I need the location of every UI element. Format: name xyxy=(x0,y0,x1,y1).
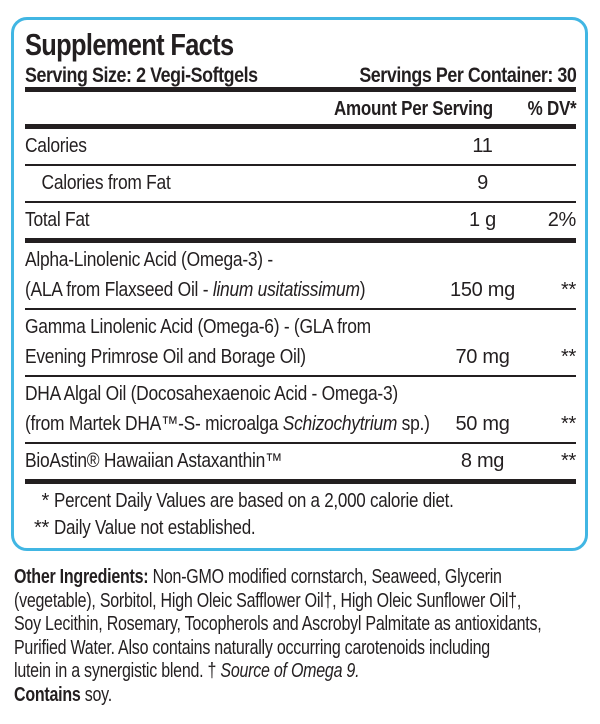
other-ingredients-line: (vegetable), Sorbitol, High Oleic Safflo… xyxy=(14,590,541,614)
footnote-marker: ** xyxy=(34,517,49,539)
nutrient-row: Total Fat 1 g 2% xyxy=(25,203,576,243)
percent-dv-header: % DV* xyxy=(527,98,576,120)
nutrient-name: Calories from Fat xyxy=(25,168,435,198)
amount-per-serving-value: 9 xyxy=(477,172,488,194)
nutrient-name-line: DHA Algal Oil (Docosahexaenoic Acid - Om… xyxy=(25,379,398,409)
serving-size-label: Serving Size: 2 Vegi-Softgels xyxy=(25,64,258,87)
nutrient-name-line: Total Fat xyxy=(25,205,382,235)
nutrient-name-line: BioAstin® Hawaiian Astaxanthin™ xyxy=(25,446,382,476)
nutrient-name-line: Calories xyxy=(25,131,382,161)
text-segment: Evening Primrose Oil and Borage Oil) xyxy=(25,346,306,368)
footnotes: * Percent Daily Values are based on a 2,… xyxy=(25,484,576,542)
nutrient-row: Calories 11 xyxy=(25,129,576,166)
other-ingredients-line: lutein in a synergistic blend. † Source … xyxy=(14,660,541,684)
serving-info-row: Serving Size: 2 Vegi-Softgels Servings P… xyxy=(25,62,576,92)
nutrient-table: Calories 11 Calories from Fat 9 Total Fat 1 g… xyxy=(25,129,576,484)
amount-per-serving-value: 70 mg xyxy=(455,346,510,368)
text-segment: DHA Algal Oil (Docosahexaenoic Acid - Om… xyxy=(25,383,398,405)
amount-per-serving-value: 8 mg xyxy=(460,450,505,472)
column-header-row: Amount Per Serving % DV* xyxy=(25,92,576,129)
nutrient-name-line: (ALA from Flaxseed Oil - linum usitatiss… xyxy=(25,275,382,305)
nutrient-name-line: Calories from Fat xyxy=(25,168,382,198)
footnote-daily-values: * Percent Daily Values are based on a 2,… xyxy=(25,488,576,515)
nutrient-name: Gamma Linolenic Acid (Omega-6) - (GLA fr… xyxy=(25,312,435,372)
nutrient-name-line: Gamma Linolenic Acid (Omega-6) - (GLA fr… xyxy=(25,312,382,342)
text-segment: Calories from Fat xyxy=(41,172,171,194)
nutrient-name: DHA Algal Oil (Docosahexaenoic Acid - Om… xyxy=(25,379,435,439)
text-segment: soy. xyxy=(80,683,112,706)
nutrient-row: BioAstin® Hawaiian Astaxanthin™ 8 mg ** xyxy=(25,444,576,484)
percent-dv-value: 2% xyxy=(547,209,577,231)
nutrient-row: Gamma Linolenic Acid (Omega-6) - (GLA fr… xyxy=(25,310,576,377)
text-segment: ) xyxy=(359,279,366,301)
nutrient-name-line: Evening Primrose Oil and Borage Oil) xyxy=(25,342,382,372)
amount-per-serving-value: 11 xyxy=(472,135,493,157)
footnote-marker: * xyxy=(41,490,50,512)
text-segment: Calories xyxy=(25,135,87,157)
nutrient-row: Alpha-Linolenic Acid (Omega-3) - (ALA fro… xyxy=(25,243,576,310)
text-segment: Soy Lecithin, Rosemary, Tocopherols and … xyxy=(14,613,542,635)
amount-per-serving-header: Amount Per Serving xyxy=(333,98,493,120)
text-segment: linum usitatissimum xyxy=(212,279,360,301)
text-segment: Other Ingredients: xyxy=(14,566,149,588)
other-ingredients-line: Other Ingredients: Non-GMO modified corn… xyxy=(14,566,541,590)
text-segment: BioAstin® Hawaiian Astaxanthin™ xyxy=(25,450,283,472)
amount-per-serving-value: 50 mg xyxy=(455,413,510,435)
text-segment: (vegetable), Sorbitol, High Oleic Safflo… xyxy=(14,589,522,612)
nutrient-name: Total Fat xyxy=(25,205,435,235)
supplement-facts-panel: Supplement Facts Serving Size: 2 Vegi-So… xyxy=(11,17,588,551)
percent-dv-value: ** xyxy=(561,346,576,368)
percent-dv-value: ** xyxy=(561,279,576,301)
footnote-text: Daily Value not established. xyxy=(54,517,256,539)
nutrient-name-line: Alpha-Linolenic Acid (Omega-3) - xyxy=(25,245,382,275)
nutrient-row: Calories from Fat 9 xyxy=(25,166,576,203)
panel-title-text: Supplement Facts xyxy=(25,27,234,62)
amount-per-serving-value: 150 mg xyxy=(450,279,515,301)
nutrient-row: DHA Algal Oil (Docosahexaenoic Acid - Om… xyxy=(25,377,576,444)
nutrient-name: Alpha-Linolenic Acid (Omega-3) - (ALA fro… xyxy=(25,245,435,305)
footnote-text: Percent Daily Values are based on a 2,00… xyxy=(54,490,454,512)
footnote-dv-not-established: ** Daily Value not established. xyxy=(25,515,576,542)
text-segment: Alpha-Linolenic Acid (Omega-3) - xyxy=(25,249,273,271)
text-segment: Non-GMO modified cornstarch, Seaweed, Gl… xyxy=(148,566,502,588)
other-ingredients-line: Soy Lecithin, Rosemary, Tocopherols and … xyxy=(14,613,542,637)
text-segment: Purified Water. Also contains naturally … xyxy=(14,636,490,659)
text-segment: Source of Omega 9. xyxy=(220,660,360,682)
text-segment: Gamma Linolenic Acid (Omega-6) - (GLA fr… xyxy=(25,316,371,338)
text-segment: Schizochytrium xyxy=(282,413,398,435)
nutrient-name-line: (from Martek DHA™-S- microalga Schizochy… xyxy=(25,409,430,439)
nutrient-name: Calories xyxy=(25,131,435,161)
panel-title: Supplement Facts xyxy=(25,28,576,62)
servings-per-container-label: Servings Per Container: 30 xyxy=(358,64,577,87)
text-segment: (ALA from Flaxseed Oil - xyxy=(25,279,213,301)
text-segment: lutein in a synergistic blend. † xyxy=(14,660,221,682)
other-ingredients-section: Other Ingredients: Non-GMO modified corn… xyxy=(14,566,600,707)
text-segment: (from Martek DHA™-S- microalga xyxy=(25,413,283,435)
amount-per-serving-value: 1 g xyxy=(469,209,496,231)
text-segment: Total Fat xyxy=(25,209,90,231)
contains-allergen-line: Contains soy. xyxy=(14,684,541,708)
nutrient-name: BioAstin® Hawaiian Astaxanthin™ xyxy=(25,446,435,476)
percent-dv-value: ** xyxy=(561,450,576,472)
other-ingredients-line: Purified Water. Also contains naturally … xyxy=(14,637,541,661)
percent-dv-value: ** xyxy=(561,413,576,435)
text-segment: sp.) xyxy=(397,413,430,435)
text-segment: Contains xyxy=(14,683,81,706)
